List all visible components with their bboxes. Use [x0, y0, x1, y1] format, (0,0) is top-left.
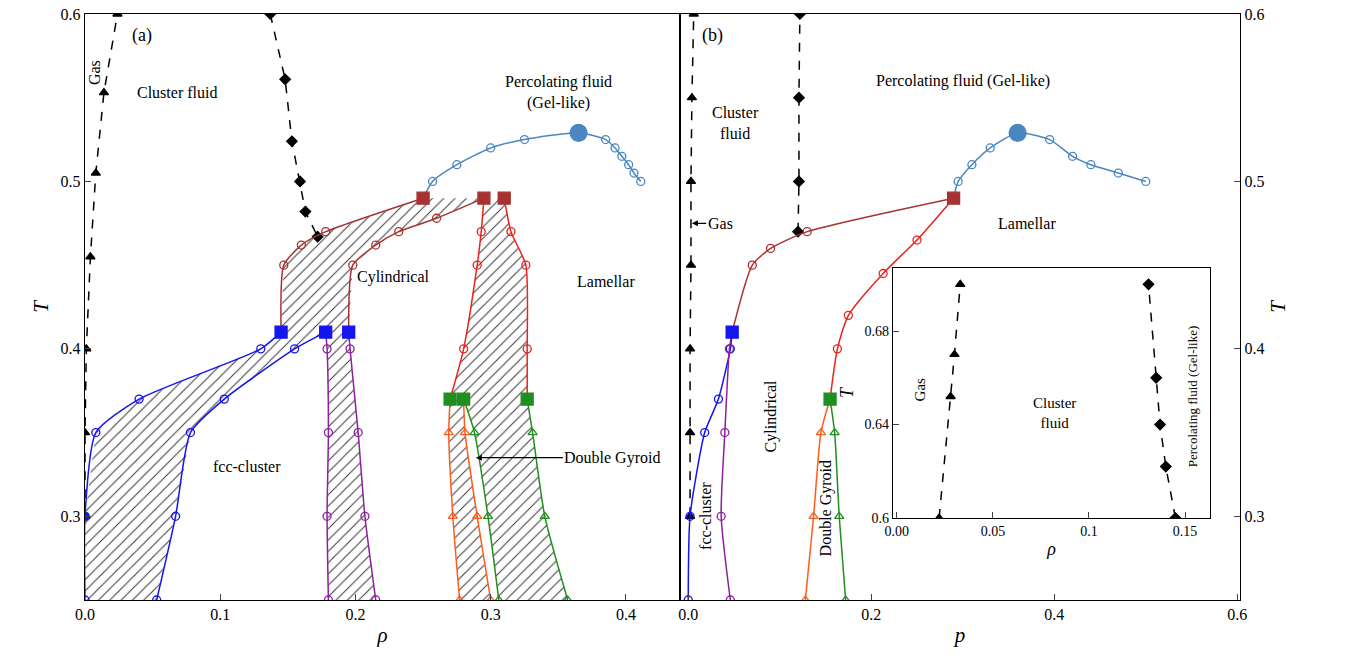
svg-text:0.6: 0.6 — [1244, 6, 1264, 23]
svg-text:0.2: 0.2 — [861, 606, 881, 623]
svg-text:Double Gyroid: Double Gyroid — [817, 460, 835, 556]
svg-text:fcc-cluster: fcc-cluster — [697, 482, 714, 550]
svg-text:0.5: 0.5 — [61, 173, 81, 190]
svg-text:0.6: 0.6 — [61, 6, 81, 23]
svg-text:(b): (b) — [702, 25, 723, 46]
svg-text:0.1: 0.1 — [210, 606, 230, 623]
svg-text:0.05: 0.05 — [981, 524, 1006, 539]
svg-text:T: T — [1266, 300, 1290, 313]
svg-text:ρ: ρ — [376, 623, 387, 647]
svg-text:Double Gyroid: Double Gyroid — [564, 449, 660, 467]
svg-text:0.15: 0.15 — [1173, 524, 1198, 539]
svg-text:Gas: Gas — [912, 378, 928, 401]
svg-text:0.4: 0.4 — [61, 340, 81, 357]
svg-text:0.3: 0.3 — [1244, 508, 1264, 525]
svg-text:(a): (a) — [132, 25, 152, 46]
svg-text:0.5: 0.5 — [1244, 173, 1264, 190]
svg-text:0.0: 0.0 — [75, 606, 95, 623]
svg-text:Percolating fluid (Gel-like): Percolating fluid (Gel-like) — [1185, 326, 1200, 468]
svg-text:0.00: 0.00 — [885, 524, 910, 539]
svg-text:Percolating fluid(Gel-like): Percolating fluid(Gel-like) — [505, 73, 612, 112]
svg-text:0.4: 0.4 — [616, 606, 636, 623]
svg-text:Lamellar: Lamellar — [998, 215, 1056, 232]
svg-text:Clusterfluid: Clusterfluid — [712, 104, 759, 142]
svg-text:0.6: 0.6 — [1227, 606, 1247, 623]
svg-text:fcc-cluster: fcc-cluster — [213, 458, 281, 475]
svg-text:Cylindrical: Cylindrical — [762, 380, 780, 453]
svg-text:p: p — [953, 623, 966, 647]
svg-text:0.4: 0.4 — [1044, 606, 1064, 623]
svg-text:0.64: 0.64 — [865, 417, 890, 432]
svg-text:0.2: 0.2 — [345, 606, 365, 623]
svg-text:0.6: 0.6 — [872, 511, 890, 526]
svg-text:T: T — [29, 300, 53, 313]
svg-text:ρ: ρ — [1046, 539, 1056, 559]
svg-text:Percolating fluid (Gel-like): Percolating fluid (Gel-like) — [876, 72, 1050, 90]
svg-text:0.3: 0.3 — [481, 606, 501, 623]
svg-text:0.3: 0.3 — [61, 508, 81, 525]
svg-text:0.1: 0.1 — [1080, 524, 1098, 539]
svg-text:Lamellar: Lamellar — [577, 273, 635, 290]
svg-text:Cylindrical: Cylindrical — [357, 268, 430, 286]
svg-text:0.4: 0.4 — [1244, 340, 1264, 357]
svg-text:Gas: Gas — [708, 215, 733, 232]
svg-text:0.68: 0.68 — [865, 324, 890, 339]
svg-text:Clusterfluid: Clusterfluid — [1033, 395, 1076, 431]
svg-text:Cluster fluid: Cluster fluid — [137, 84, 217, 101]
svg-text:Gas: Gas — [86, 60, 103, 85]
svg-text:T: T — [837, 386, 857, 398]
svg-text:0.0: 0.0 — [678, 606, 698, 623]
